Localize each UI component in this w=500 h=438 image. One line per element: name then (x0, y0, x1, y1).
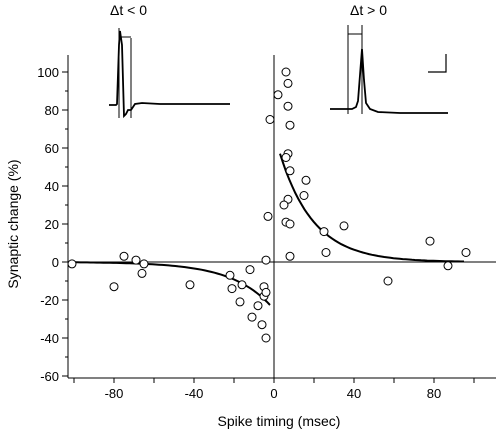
y-tick-label: 80 (45, 103, 59, 118)
x-tick-label: -40 (185, 386, 204, 401)
data-point (67, 259, 77, 269)
data-point (281, 67, 291, 77)
data-point (235, 297, 245, 307)
data-point (109, 282, 119, 292)
inset-trace-left (109, 30, 230, 119)
data-point (227, 284, 237, 294)
y-tick-label: 60 (45, 141, 59, 156)
data-point (319, 227, 329, 237)
x-tick-label: 40 (347, 386, 361, 401)
y-tick-label: 100 (37, 65, 59, 80)
data-point (383, 276, 393, 286)
data-point (261, 255, 271, 265)
data-point (245, 265, 255, 275)
axes (67, 55, 496, 379)
x-axis-label: Spike timing (msec) (218, 413, 341, 429)
x-tick-label: 0 (270, 386, 277, 401)
y-tick-label: -20 (40, 293, 59, 308)
inset-traces: Δt < 0 Δt > 0 (109, 2, 448, 119)
data-point (265, 115, 275, 124)
data-point (279, 200, 289, 210)
data-point (263, 211, 273, 221)
data-point (273, 90, 283, 100)
inset-label-left: Δt < 0 (110, 2, 147, 18)
data-point (261, 333, 271, 343)
fit-curves (74, 153, 464, 306)
data-point (285, 120, 295, 130)
data-point (301, 175, 311, 185)
data-point (285, 251, 295, 261)
data-point (119, 251, 129, 261)
data-point (283, 101, 293, 111)
x-tick-label: -80 (105, 386, 124, 401)
data-point (321, 248, 331, 257)
data-point (185, 280, 195, 290)
fit-curve-negative (74, 261, 271, 306)
data-point (131, 255, 141, 265)
data-point (425, 236, 435, 246)
y-tick-label: 20 (45, 217, 59, 232)
tick-labels: -60 -40 -20 0 20 40 60 80 100 -80 -40 0 40 80 (37, 65, 441, 401)
y-tick-label: -40 (40, 331, 59, 346)
inset-label-right: Δt > 0 (350, 2, 387, 18)
y-tick-label: -60 (40, 369, 59, 384)
data-point (225, 270, 235, 280)
data-point (299, 191, 309, 200)
data-point (237, 280, 247, 290)
y-tick-label: 0 (52, 255, 59, 270)
data-points (67, 67, 471, 343)
x-tick-label: 80 (427, 386, 441, 401)
y-tick-label: 40 (45, 179, 59, 194)
y-axis-label: Synaptic change (%) (5, 159, 21, 288)
data-point (261, 287, 271, 297)
data-point (461, 248, 471, 257)
data-point (285, 166, 295, 176)
data-point (139, 259, 149, 269)
data-point (285, 219, 295, 229)
data-point (257, 320, 267, 330)
data-point (443, 261, 453, 271)
data-point (137, 268, 147, 278)
data-point (253, 301, 263, 311)
data-point (281, 153, 291, 162)
scale-bar (428, 54, 447, 73)
data-point (247, 312, 257, 322)
fit-curve-positive (279, 153, 464, 263)
data-point (283, 78, 293, 88)
data-point (339, 221, 349, 231)
tick-marks (62, 71, 475, 383)
